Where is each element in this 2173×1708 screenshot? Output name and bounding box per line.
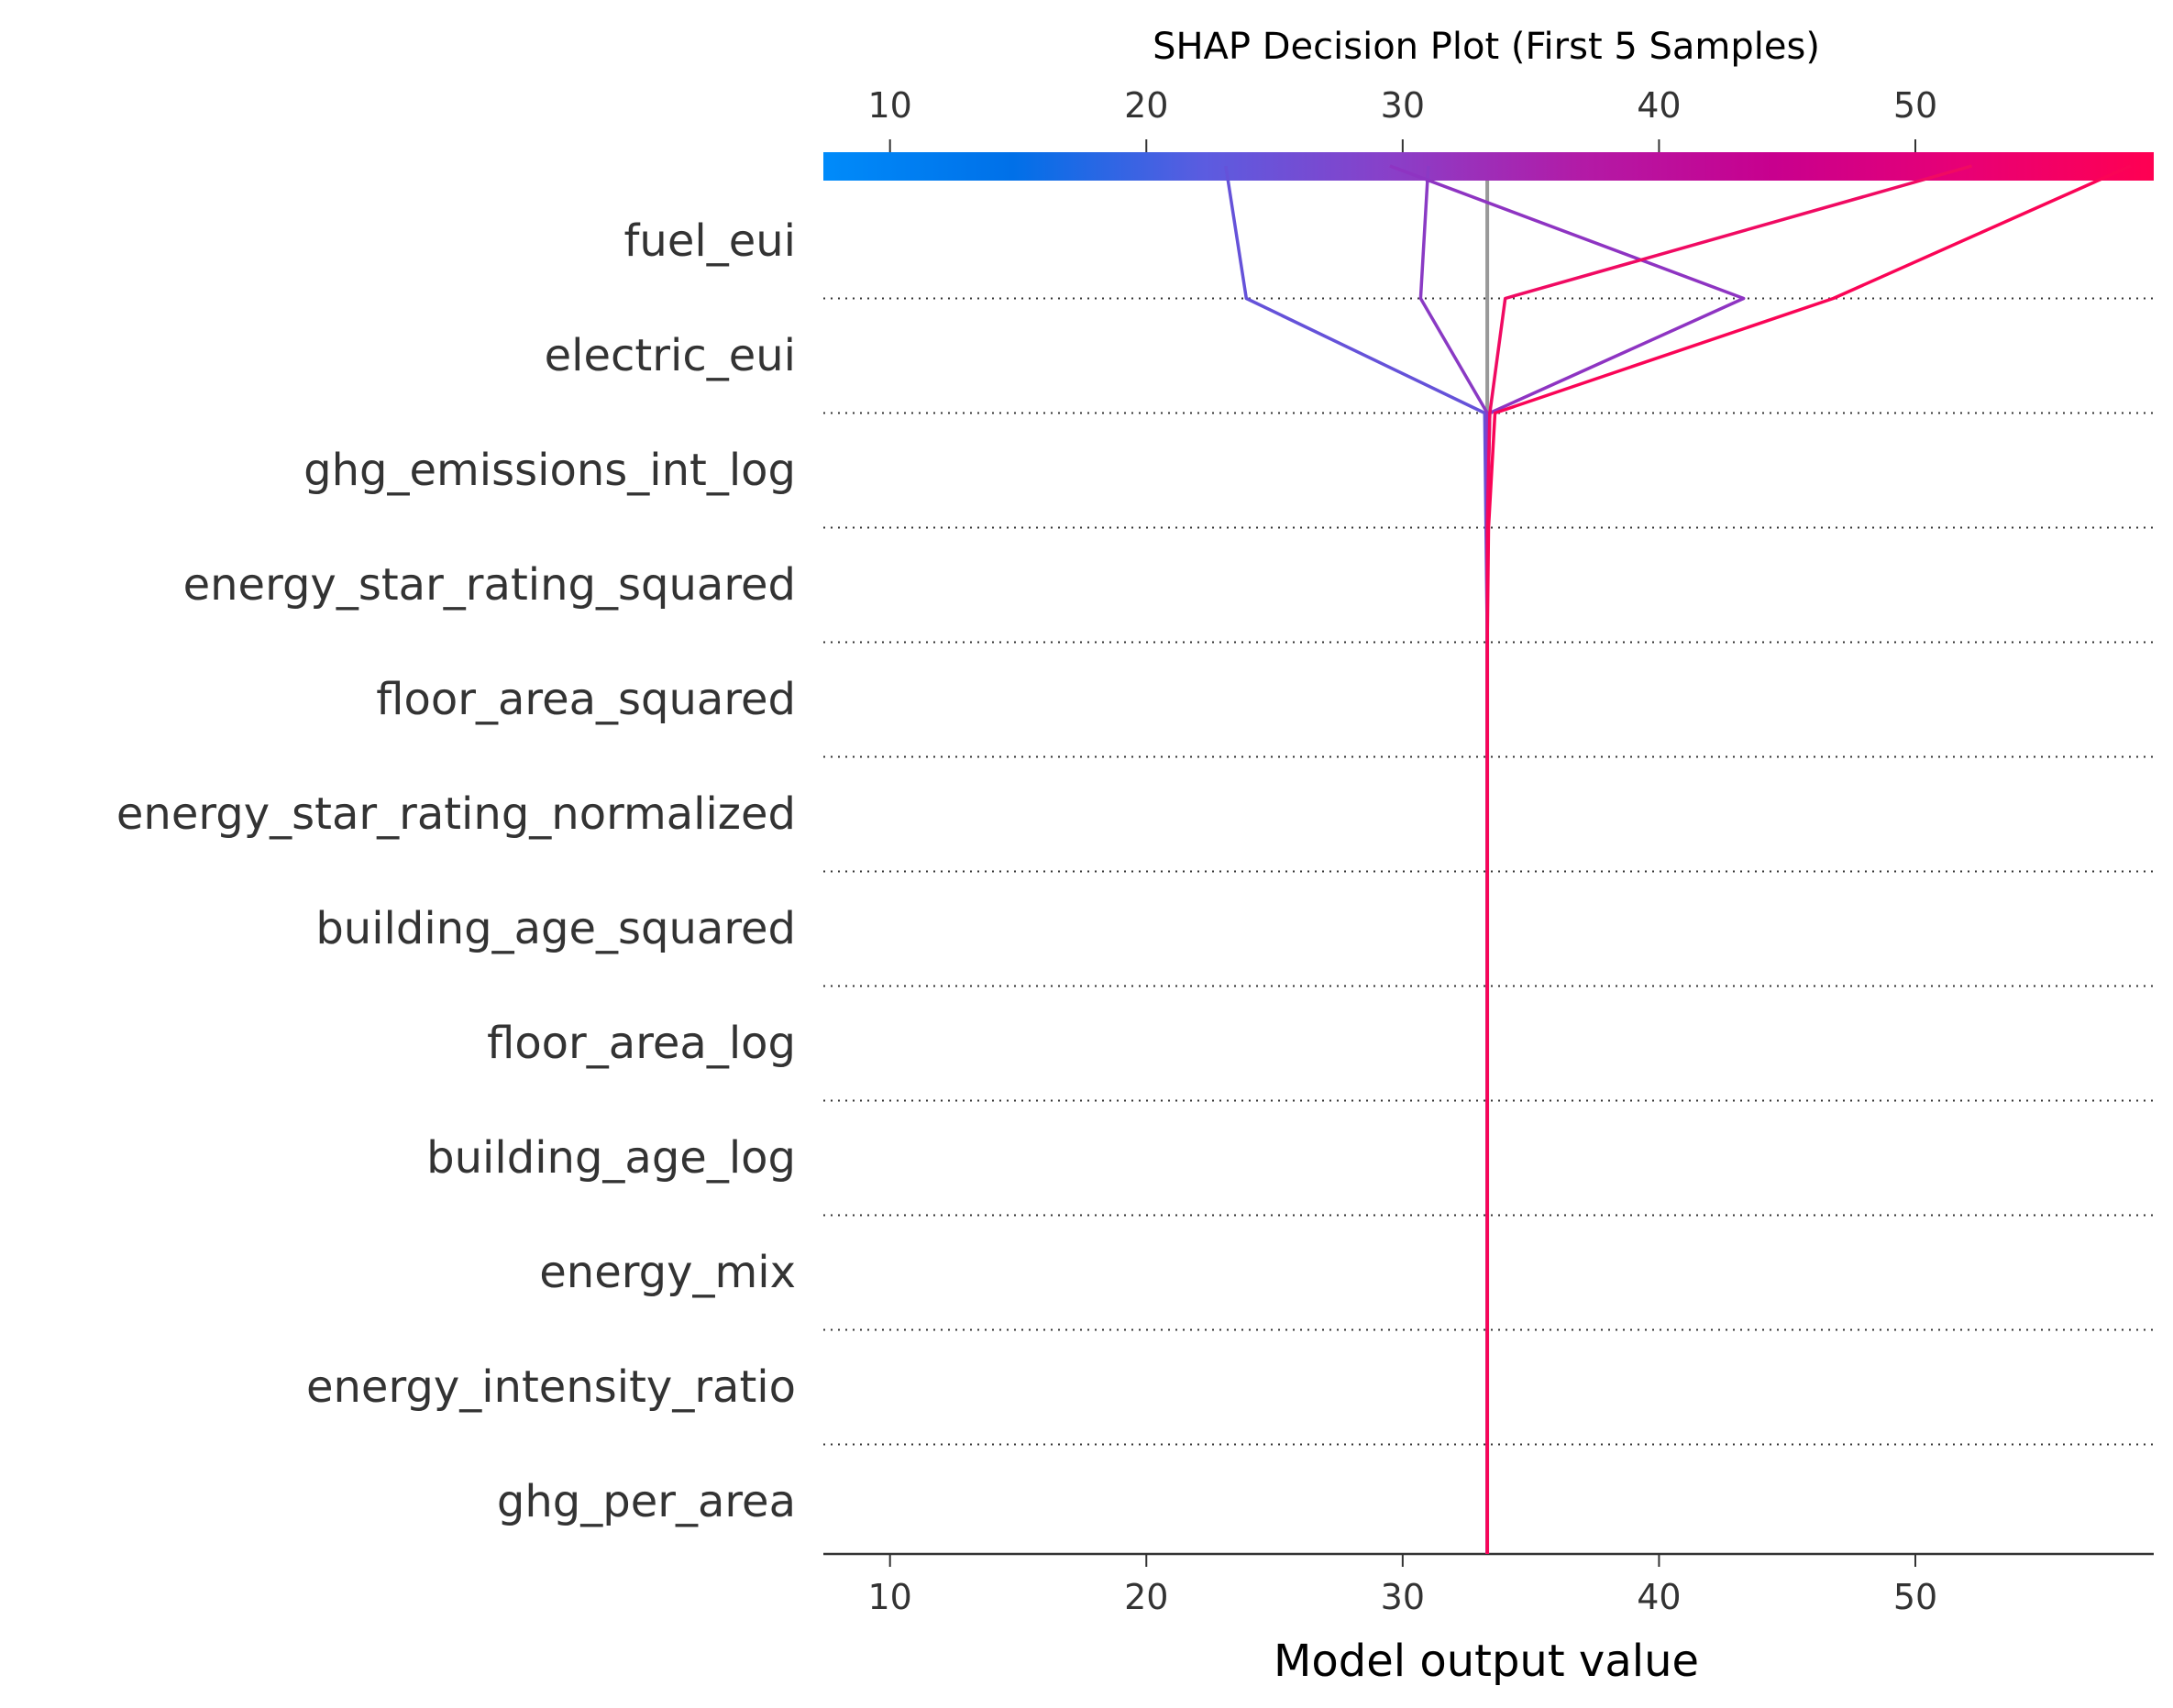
- decision-path: [1418, 165, 1489, 1554]
- feature-label: energy_intensity_ratio: [306, 1361, 796, 1413]
- feature-label: ghg_emissions_int_log: [303, 445, 796, 496]
- feature-label: floor_area_squared: [376, 674, 796, 725]
- feature-label: energy_mix: [539, 1247, 796, 1298]
- decision-path: [1485, 164, 1972, 1554]
- colorbar: [823, 152, 2154, 181]
- feature-label: energy_star_rating_normalized: [116, 788, 796, 840]
- top-tick-label: 20: [1124, 85, 1168, 126]
- top-tick-label: 40: [1637, 85, 1681, 126]
- feature-label: ghg_per_area: [497, 1476, 796, 1527]
- feature-label: floor_area_log: [487, 1018, 796, 1069]
- bottom-tick-label: 50: [1893, 1577, 1937, 1617]
- decision-path: [1389, 164, 1746, 1554]
- decision-path: [1485, 164, 2132, 1554]
- top-tick-label: 30: [1381, 85, 1425, 126]
- feature-label: electric_eui: [545, 330, 796, 381]
- chart-title: SHAP Decision Plot (First 5 Samples): [1153, 26, 1820, 68]
- feature-label: building_age_squared: [315, 903, 796, 954]
- x-axis-label: Model output value: [1274, 1636, 1699, 1687]
- feature-label: building_age_log: [426, 1132, 796, 1184]
- bottom-tick-label: 10: [868, 1577, 912, 1617]
- bottom-tick-label: 30: [1381, 1577, 1425, 1617]
- top-tick-label: 50: [1893, 85, 1937, 126]
- decision-path: [1224, 165, 1489, 1554]
- feature-label: energy_star_rating_squared: [183, 559, 796, 611]
- bottom-tick-label: 40: [1637, 1577, 1681, 1617]
- feature-label: fuel_eui: [624, 215, 796, 267]
- top-tick-label: 10: [868, 85, 912, 126]
- bottom-tick-label: 20: [1124, 1577, 1168, 1617]
